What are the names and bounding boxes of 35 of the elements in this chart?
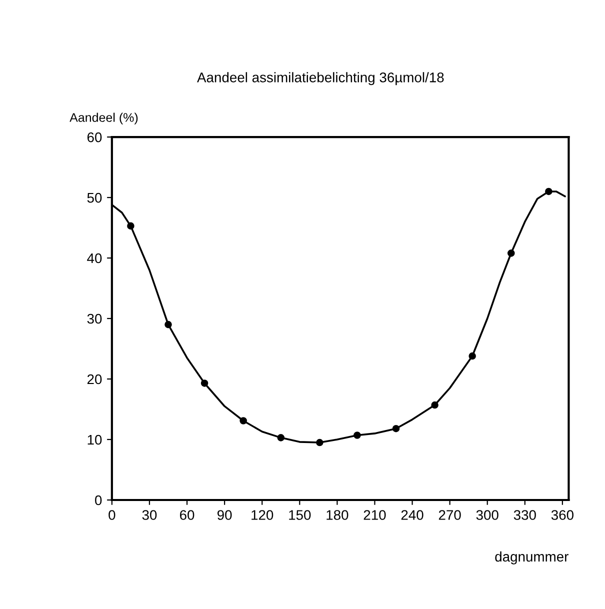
x-tick-label: 330 xyxy=(514,510,536,520)
y-tick-label: 10 xyxy=(88,434,102,445)
point xyxy=(392,424,400,432)
x-tick-label: 360 xyxy=(551,510,574,520)
x-tick-label: 300 xyxy=(476,510,498,520)
y-tick-label: 60 xyxy=(87,132,102,142)
y-tick-label: 50 xyxy=(87,192,102,203)
point xyxy=(354,432,361,439)
point xyxy=(240,417,247,424)
point xyxy=(164,320,172,328)
y-tick-label: 40 xyxy=(87,253,102,264)
chart-title: Aandeel assimilatiebelichting 36µmol/18 xyxy=(197,72,444,86)
x-tick-label: 0 xyxy=(108,510,116,520)
point xyxy=(316,438,324,446)
x-tick-label: 180 xyxy=(326,510,348,520)
point xyxy=(545,188,552,196)
x-tick-label: 270 xyxy=(438,510,461,520)
point xyxy=(277,434,285,442)
point xyxy=(127,222,134,230)
x-tick-label: 90 xyxy=(217,510,232,520)
y-tick-label: 0 xyxy=(95,495,102,506)
y-axis-title: Aandeel (%) xyxy=(70,112,138,124)
point xyxy=(200,380,208,387)
x-tick-label: 30 xyxy=(142,510,157,520)
x-axis-title: dagnummer xyxy=(495,551,568,564)
x-tick-label: 120 xyxy=(252,510,274,520)
x-tick-label: 150 xyxy=(289,510,311,520)
point xyxy=(468,352,476,360)
x-tick-label: 60 xyxy=(180,510,194,520)
point xyxy=(431,401,438,409)
x-tick-label: 240 xyxy=(401,510,424,520)
y-tick-label: 20 xyxy=(87,374,102,384)
point xyxy=(507,250,515,257)
y-tick-label: 30 xyxy=(87,314,102,324)
x-tick-label: 210 xyxy=(364,510,386,520)
